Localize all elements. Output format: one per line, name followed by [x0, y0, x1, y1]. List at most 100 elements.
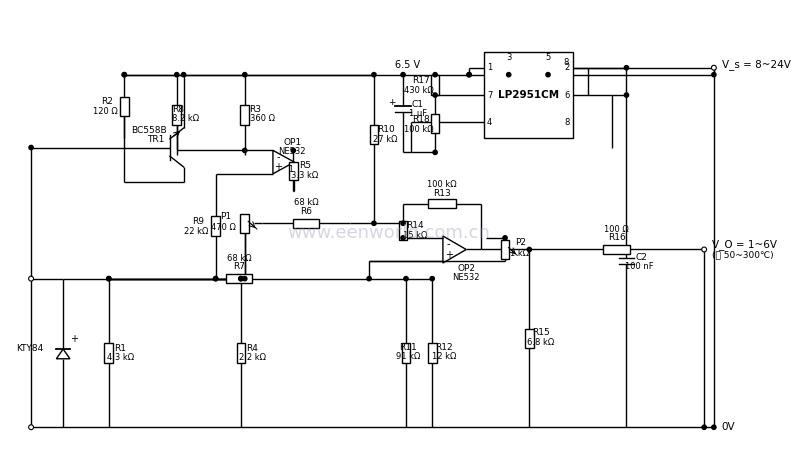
- Text: 2: 2: [565, 63, 570, 72]
- Text: R17: R17: [412, 76, 430, 86]
- Text: R5: R5: [299, 161, 311, 171]
- Text: 360 Ω: 360 Ω: [250, 114, 274, 123]
- Bar: [428, 199, 455, 208]
- Text: +: +: [70, 334, 78, 345]
- Circle shape: [29, 425, 34, 430]
- Text: 27 kΩ: 27 kΩ: [374, 135, 398, 144]
- Text: www.eenworld.com.cn: www.eenworld.com.cn: [287, 224, 490, 242]
- Text: 100 Ω: 100 Ω: [604, 225, 629, 233]
- Text: TR1: TR1: [146, 135, 164, 144]
- Text: 8: 8: [565, 118, 570, 127]
- Text: R16: R16: [608, 233, 626, 242]
- Text: +: +: [274, 162, 282, 172]
- Bar: [430, 114, 439, 133]
- Text: 4.3 kΩ: 4.3 kΩ: [107, 353, 134, 362]
- Circle shape: [401, 73, 406, 77]
- Text: R11: R11: [399, 343, 417, 352]
- Circle shape: [712, 73, 716, 77]
- Text: 100 nF: 100 nF: [625, 261, 654, 271]
- Text: C1: C1: [412, 100, 424, 109]
- Text: R14: R14: [406, 221, 423, 230]
- Text: 100 kΩ: 100 kΩ: [427, 180, 457, 189]
- Text: -: -: [276, 152, 279, 162]
- Text: R15: R15: [532, 328, 550, 337]
- Text: 22 kΩ: 22 kΩ: [184, 226, 208, 236]
- Circle shape: [242, 277, 247, 281]
- Bar: [211, 217, 220, 236]
- Text: 2.2 kΩ: 2.2 kΩ: [239, 353, 266, 362]
- Bar: [105, 343, 113, 363]
- Text: +: +: [445, 250, 453, 260]
- Circle shape: [433, 150, 438, 154]
- Circle shape: [174, 73, 179, 77]
- Bar: [484, 53, 573, 138]
- Circle shape: [122, 73, 126, 77]
- Bar: [294, 219, 318, 228]
- Text: P2: P2: [515, 238, 526, 247]
- Text: 1 kΩ: 1 kΩ: [510, 249, 529, 258]
- Circle shape: [238, 277, 243, 281]
- Text: (对 50~300℃): (对 50~300℃): [712, 251, 774, 260]
- Text: P1: P1: [220, 212, 231, 221]
- Bar: [289, 162, 298, 179]
- Bar: [120, 97, 129, 116]
- Circle shape: [433, 93, 438, 97]
- Text: R13: R13: [433, 189, 451, 198]
- Circle shape: [702, 247, 706, 252]
- Text: 120 Ω: 120 Ω: [93, 106, 118, 116]
- Text: C2: C2: [635, 253, 647, 262]
- Circle shape: [214, 277, 218, 281]
- Text: 68 kΩ: 68 kΩ: [226, 254, 251, 263]
- Bar: [237, 343, 246, 363]
- Text: R1: R1: [114, 344, 126, 352]
- Circle shape: [430, 277, 434, 281]
- Circle shape: [711, 65, 716, 70]
- Bar: [603, 245, 630, 254]
- Circle shape: [404, 277, 408, 281]
- Text: OP1: OP1: [283, 138, 302, 147]
- Text: R10: R10: [377, 125, 394, 134]
- Text: 68 kΩ: 68 kΩ: [294, 199, 318, 207]
- Circle shape: [29, 146, 34, 150]
- Text: OP2: OP2: [458, 265, 475, 273]
- Text: 1 μF: 1 μF: [409, 109, 426, 118]
- Text: V_s = 8~24V: V_s = 8~24V: [722, 60, 790, 70]
- Text: +: +: [388, 98, 395, 107]
- Circle shape: [106, 277, 111, 281]
- Text: 5: 5: [546, 53, 550, 62]
- Text: 1: 1: [487, 63, 492, 72]
- Text: 430 kΩ: 430 kΩ: [404, 86, 434, 95]
- Circle shape: [401, 236, 406, 240]
- Text: R6: R6: [300, 207, 312, 216]
- Text: R3: R3: [250, 105, 262, 113]
- Text: R8: R8: [172, 105, 184, 113]
- Circle shape: [242, 73, 247, 77]
- Text: 8.2 kΩ: 8.2 kΩ: [172, 114, 199, 123]
- Circle shape: [238, 277, 243, 281]
- Circle shape: [291, 148, 295, 153]
- Circle shape: [29, 276, 34, 281]
- Text: 4: 4: [487, 118, 492, 127]
- Text: 1: 1: [288, 166, 293, 174]
- Text: NE532: NE532: [453, 273, 480, 282]
- Circle shape: [624, 66, 629, 70]
- Circle shape: [702, 425, 706, 429]
- Bar: [240, 105, 249, 125]
- Circle shape: [546, 73, 550, 77]
- Text: R12: R12: [435, 343, 453, 352]
- Bar: [173, 105, 181, 125]
- Circle shape: [467, 73, 471, 77]
- Bar: [240, 213, 249, 233]
- Text: 6.8 kΩ: 6.8 kΩ: [527, 338, 554, 347]
- Text: KTY84: KTY84: [17, 344, 44, 352]
- Text: 6.5 V: 6.5 V: [395, 60, 421, 70]
- Text: -: -: [447, 239, 450, 249]
- Circle shape: [182, 73, 186, 77]
- Text: R18: R18: [412, 115, 430, 124]
- Bar: [370, 125, 378, 144]
- Text: R2: R2: [101, 97, 113, 106]
- Text: 470 Ω: 470 Ω: [211, 223, 236, 232]
- Text: LP2951CM: LP2951CM: [498, 90, 559, 100]
- Text: 7: 7: [487, 91, 492, 100]
- Text: 3.3 kΩ: 3.3 kΩ: [291, 171, 318, 180]
